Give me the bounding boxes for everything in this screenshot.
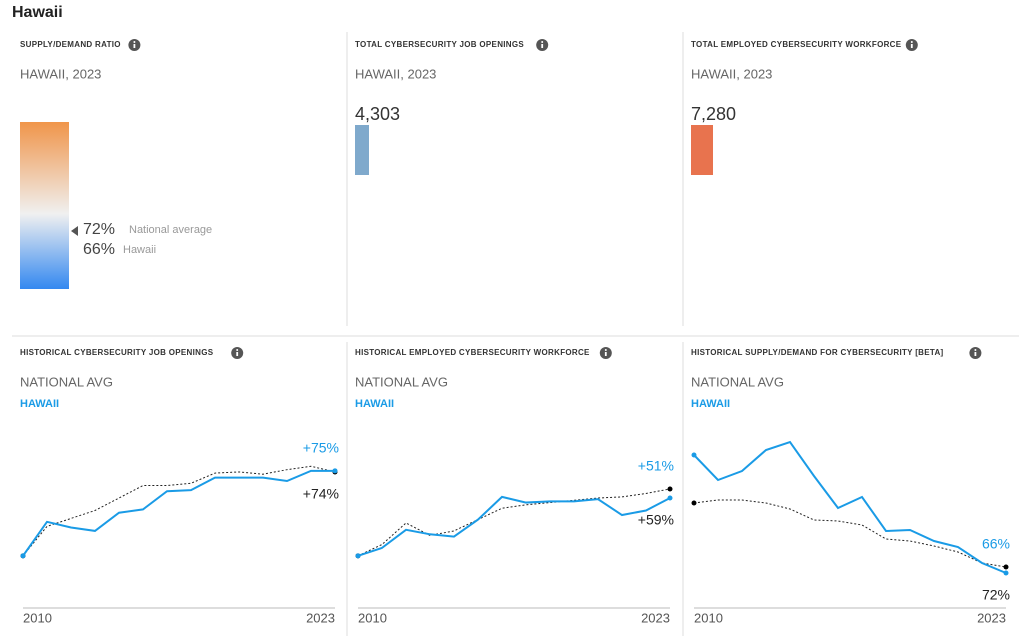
national-marker: [71, 226, 78, 236]
panel-title: TOTAL CYBERSECURITY JOB OPENINGS: [355, 40, 524, 49]
end-dot: [332, 468, 338, 474]
end-dot: [667, 495, 673, 501]
end-dot: [667, 486, 673, 492]
openings-value: 4,303: [355, 104, 400, 124]
x-tick-label: 2010: [694, 610, 723, 625]
series-line: [22, 465, 336, 557]
legend-entry: NATIONAL AVG: [20, 374, 113, 389]
panel-subtitle: HAWAII, 2023: [355, 66, 436, 81]
end-label: 72%: [982, 587, 1010, 603]
workforce-value: 7,280: [691, 104, 736, 124]
legend-entry: NATIONAL AVG: [691, 374, 784, 389]
info-icon-glyph: [133, 44, 136, 48]
info-icon-glyph: [236, 349, 239, 351]
chart-title: HISTORICAL EMPLOYED CYBERSECURITY WORKFO…: [355, 348, 590, 357]
panel-title: SUPPLY/DEMAND RATIO: [20, 40, 121, 49]
legend-entry: HAWAII: [355, 398, 394, 410]
series-line: [22, 469, 335, 557]
hawaii-value: 66%: [83, 241, 115, 258]
openings-bar: [355, 125, 369, 175]
end-dot: [355, 553, 361, 559]
chart-title: HISTORICAL SUPPLY/DEMAND FOR CYBERSECURI…: [691, 348, 944, 357]
panel-title: TOTAL EMPLOYED CYBERSECURITY WORKFORCE: [691, 40, 902, 49]
x-tick-label: 2023: [977, 610, 1006, 625]
end-label: +74%: [303, 486, 339, 502]
x-tick-label: 2010: [358, 610, 387, 625]
info-icon-glyph: [133, 41, 136, 43]
end-label: +75%: [303, 440, 339, 456]
end-dot: [1003, 564, 1009, 570]
info-icon-glyph: [236, 352, 239, 356]
series-line: [693, 440, 1007, 574]
chart-title: HISTORICAL CYBERSECURITY JOB OPENINGS: [20, 348, 214, 357]
workforce-bar: [691, 125, 713, 175]
panel-subtitle: HAWAII, 2023: [691, 66, 772, 81]
legend-entry: HAWAII: [691, 398, 730, 410]
x-tick-label: 2023: [641, 610, 670, 625]
series-line: [693, 499, 1007, 568]
legend-entry: NATIONAL AVG: [355, 374, 448, 389]
end-label: +51%: [638, 458, 674, 474]
info-icon-glyph: [974, 349, 977, 351]
end-label: 66%: [982, 536, 1010, 552]
legend-entry: HAWAII: [20, 398, 59, 410]
info-icon-glyph: [604, 352, 607, 356]
x-tick-label: 2023: [306, 610, 335, 625]
page-title: Hawaii: [12, 4, 63, 21]
series-line: [357, 495, 671, 557]
end-dot: [1003, 570, 1009, 576]
end-dot: [20, 553, 26, 559]
x-tick-label: 2010: [23, 610, 52, 625]
national-label: National average: [129, 224, 212, 236]
info-icon-glyph: [604, 349, 607, 351]
panel-subtitle: HAWAII, 2023: [20, 66, 101, 81]
national-value: 72%: [83, 221, 115, 238]
ratio-gradient: [20, 122, 69, 289]
info-icon-glyph: [910, 44, 913, 48]
info-icon-glyph: [541, 41, 544, 43]
end-label: +59%: [638, 512, 674, 528]
info-icon-glyph: [910, 41, 913, 43]
end-dot: [691, 500, 697, 506]
end-dot: [691, 452, 697, 458]
hawaii-label: Hawaii: [123, 244, 156, 256]
info-icon-glyph: [974, 352, 977, 356]
info-icon-glyph: [541, 44, 544, 48]
